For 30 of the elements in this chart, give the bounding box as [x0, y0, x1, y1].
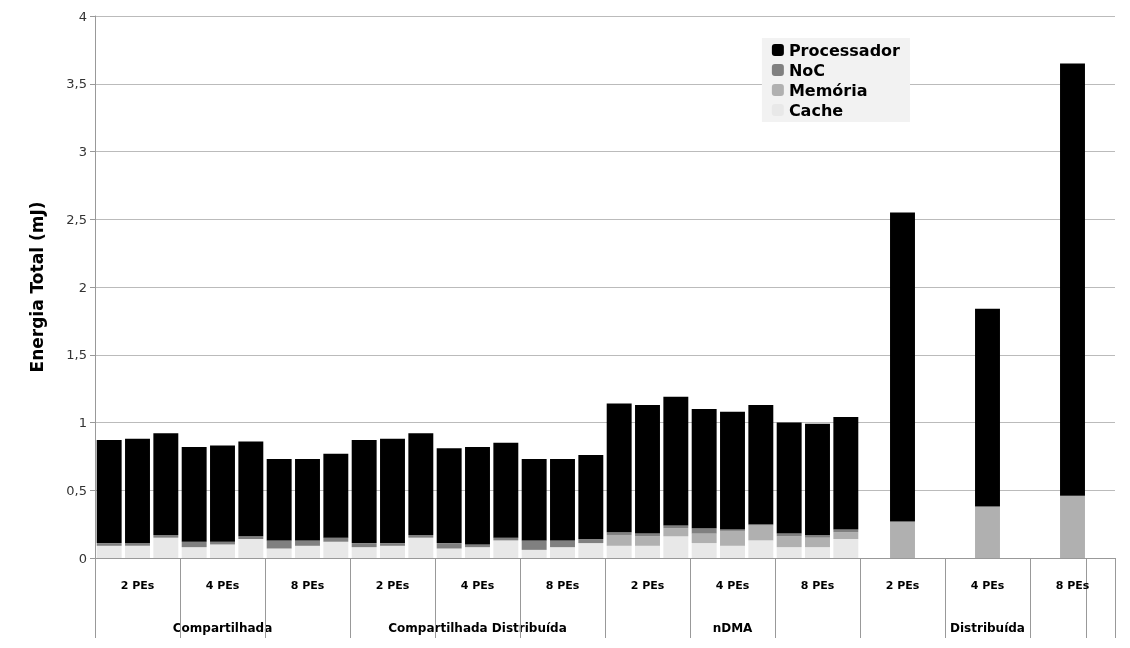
x-tick-label: 2 PEs: [120, 579, 155, 592]
x-tick-label: 8 PEs: [1055, 579, 1090, 592]
y-axis-title: Energia Total (mJ): [26, 201, 47, 373]
y-tick-label: 0,5: [66, 482, 87, 498]
x-tick-label: 4 PEs: [970, 579, 1005, 592]
x-tick-label: 4 PEs: [460, 579, 495, 592]
text: Compartilhada Distribuída: [388, 621, 567, 635]
legend-label: Memória: [788, 80, 868, 100]
y-tick-label: 3: [78, 144, 87, 159]
y-tick-label: 4: [78, 8, 87, 24]
x-tick-label: 2 PEs: [885, 579, 920, 592]
text: Compartilhada: [172, 621, 273, 635]
x-tick-label: 8 PEs: [545, 579, 580, 592]
x-tick-label: 4 PEs: [205, 579, 240, 592]
legend-label: Processador: [788, 40, 901, 60]
text: nDMA: [712, 621, 754, 635]
y-tick-label: 0: [78, 550, 87, 566]
x-tick-label: 8 PEs: [290, 579, 325, 592]
legend-label: Cache: [788, 100, 844, 120]
x-tick-label: 2 PEs: [630, 579, 665, 592]
x-tick-label: 8 PEs: [800, 579, 835, 592]
y-tick-label: 2: [78, 279, 87, 295]
text: Distribuída: [950, 621, 1025, 635]
y-tick-label: 2,5: [66, 211, 87, 227]
y-tick-label: 3,5: [66, 76, 87, 92]
x-tick-label: 4 PEs: [715, 579, 750, 592]
y-tick-label: 1,5: [66, 347, 87, 363]
x-tick-label: 2 PEs: [375, 579, 410, 592]
legend-label: NoC: [788, 60, 825, 80]
y-tick-label: 1: [78, 415, 87, 430]
